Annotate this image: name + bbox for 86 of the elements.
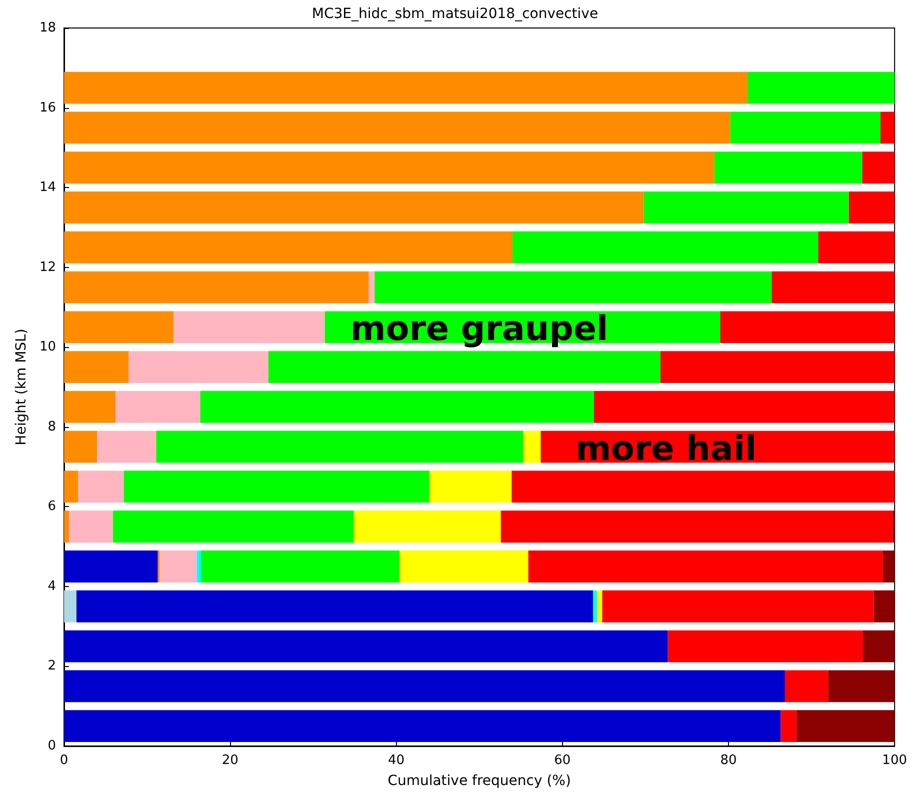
bar xyxy=(64,351,129,384)
bar xyxy=(772,271,895,304)
bar xyxy=(848,192,895,224)
bar xyxy=(64,311,174,344)
bar xyxy=(64,231,513,264)
bar xyxy=(862,152,895,184)
y-tick-label: 4 xyxy=(48,578,56,594)
y-tick-label: 8 xyxy=(48,419,56,434)
bar xyxy=(528,550,883,582)
bar xyxy=(124,470,430,503)
bar xyxy=(880,112,895,144)
bar xyxy=(523,430,541,463)
x-tick-label: 100 xyxy=(882,753,908,768)
bar xyxy=(374,271,772,304)
bar xyxy=(64,271,369,304)
bar xyxy=(400,550,528,582)
bar xyxy=(720,311,895,344)
bar xyxy=(200,390,594,423)
bar xyxy=(64,630,668,662)
x-tick-label: 40 xyxy=(388,753,405,768)
bar xyxy=(64,550,158,582)
y-tick-label: 16 xyxy=(39,100,56,116)
bar xyxy=(156,430,524,463)
y-tick-label: 2 xyxy=(48,658,56,674)
bar xyxy=(174,311,325,344)
bar xyxy=(196,550,202,582)
bar xyxy=(594,390,895,423)
y-tick-label: 14 xyxy=(39,180,56,196)
bar xyxy=(78,470,124,503)
bar xyxy=(76,590,594,622)
x-tick-label: 20 xyxy=(222,753,238,768)
bar xyxy=(828,670,895,702)
bar xyxy=(368,271,375,304)
bar xyxy=(668,630,864,662)
bar xyxy=(882,550,895,582)
bar xyxy=(64,152,714,184)
bar xyxy=(201,550,400,582)
bar xyxy=(64,670,785,702)
bar xyxy=(97,430,156,463)
bar xyxy=(500,510,893,543)
bar xyxy=(714,152,862,184)
bar xyxy=(818,231,895,264)
annotation: more hail xyxy=(576,428,757,469)
x-tick-label: 0 xyxy=(60,753,68,768)
x-tick-label: 60 xyxy=(554,753,571,768)
bar xyxy=(748,72,895,104)
bar xyxy=(128,351,268,384)
bar xyxy=(660,351,895,384)
bar xyxy=(160,550,197,582)
bar xyxy=(863,630,895,662)
bar xyxy=(730,112,880,144)
bar xyxy=(512,231,818,264)
y-tick-label: 18 xyxy=(39,20,56,36)
bar xyxy=(64,470,78,503)
bar xyxy=(64,590,76,622)
bar xyxy=(780,710,797,742)
bar xyxy=(429,470,512,503)
y-tick-label: 12 xyxy=(39,260,56,275)
y-tick-label: 10 xyxy=(39,340,56,355)
bar xyxy=(268,351,660,384)
bar xyxy=(593,590,598,622)
y-axis-title: Height (km MSL) xyxy=(14,328,30,446)
bar xyxy=(64,710,781,742)
bar xyxy=(796,710,895,742)
bar xyxy=(64,510,69,543)
bar xyxy=(64,72,748,104)
bar xyxy=(64,390,116,423)
bar xyxy=(68,510,114,543)
bar xyxy=(784,670,828,702)
bar xyxy=(874,590,895,622)
y-tick-label: 0 xyxy=(48,738,56,754)
annotation: more graupel xyxy=(350,309,608,350)
bar xyxy=(64,430,98,463)
bar xyxy=(64,112,730,144)
bar xyxy=(644,192,849,224)
bar xyxy=(113,510,354,543)
bar xyxy=(512,470,895,503)
x-axis-title: Cumulative frequency (%) xyxy=(388,773,571,789)
x-tick-label: 80 xyxy=(720,753,737,768)
bar xyxy=(602,590,874,622)
y-tick-label: 6 xyxy=(48,499,56,514)
bar xyxy=(115,390,200,423)
chart-title: MC3E_hidc_sbm_matsui2018_convective xyxy=(312,6,598,22)
bar xyxy=(354,510,501,543)
bar xyxy=(597,590,602,622)
bar xyxy=(64,192,644,224)
